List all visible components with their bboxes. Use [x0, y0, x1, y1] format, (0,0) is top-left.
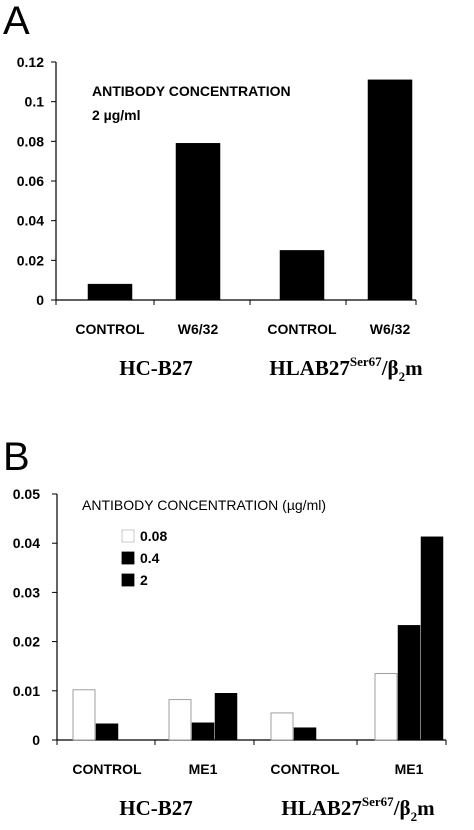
bar-series-0_08-cat-1 — [168, 699, 192, 741]
category-label: W6/32 — [178, 321, 219, 337]
group-label: HLAB27Ser67/β2m — [281, 794, 435, 824]
group-label: HC-B27 — [119, 356, 193, 380]
panel-a-annotation-line1: ANTIBODY CONCENTRATION — [92, 83, 291, 99]
y-tick-label: 0.04 — [13, 535, 40, 551]
legend-swatch — [121, 573, 135, 587]
bar-series-0_4-cat-2 — [293, 727, 317, 741]
panel-b-plot-area: 0 0.01 0.02 0.03 0.04 0.05 CONTROL ME1 CONTROL ME… — [13, 486, 447, 824]
legend-swatch — [121, 529, 135, 543]
legend-label: 0.08 — [140, 528, 167, 544]
bar-series-0_08-cat-0 — [72, 689, 96, 741]
category-label: W6/32 — [370, 321, 411, 337]
bar-cat-1 — [175, 143, 221, 301]
category-label: ME1 — [189, 761, 218, 777]
category-label: CONTROL — [270, 761, 340, 777]
bar-series-0_4-cat-1 — [191, 722, 215, 741]
category-label: CONTROL — [267, 321, 337, 337]
legend-label: 2 — [140, 572, 148, 588]
legend-swatch — [121, 551, 135, 565]
panel-b-legend-title: ANTIBODY CONCENTRATION (µg/ml) — [82, 497, 326, 513]
y-tick-label: 0.06 — [17, 173, 44, 189]
panel-a: A ANTIBODY CONCENTRATION 2 µg/ml 0 0.02 0.… — [3, 0, 423, 384]
y-tick-label: 0 — [36, 292, 44, 308]
category-label: CONTROL — [72, 761, 142, 777]
legend-label: 0.4 — [140, 550, 160, 566]
bar-series-0_08-cat-2 — [270, 712, 294, 741]
y-tick-label: 0.12 — [17, 54, 44, 70]
y-tick-label: 0.02 — [13, 634, 40, 650]
y-tick-label: 0.01 — [13, 683, 40, 699]
panel-a-annotation-line2: 2 µg/ml — [92, 107, 141, 123]
panel-a-letter: A — [3, 0, 30, 43]
category-label: ME1 — [395, 761, 424, 777]
y-tick-label: 0.05 — [13, 486, 40, 502]
panel-b-letter: B — [3, 435, 30, 479]
bar-series-0_08-cat-3 — [374, 673, 398, 741]
y-tick-label: 0.08 — [17, 133, 44, 149]
panel-a-plot-area: 0 0.02 0.04 0.06 0.08 0.1 0.12 CONTROL W6/32 CONT… — [17, 54, 423, 384]
bar-series-2-cat-3 — [420, 536, 444, 741]
bar-series-0_4-cat-3 — [397, 625, 421, 741]
category-label: CONTROL — [75, 321, 145, 337]
y-tick-label: 0.04 — [17, 213, 44, 229]
y-tick-label: 0 — [32, 732, 40, 748]
y-tick-label: 0.02 — [17, 252, 44, 268]
bar-cat-3 — [367, 79, 413, 301]
bar-cat-2 — [279, 250, 325, 301]
y-tick-label: 0.1 — [25, 94, 45, 110]
group-label: HLAB27Ser67/β2m — [269, 354, 423, 384]
panel-b: B ANTIBODY CONCENTRATION (µg/ml) 0.08 0.4… — [3, 435, 447, 824]
group-label: HC-B27 — [119, 796, 193, 820]
bar-series-2-cat-1 — [214, 693, 238, 741]
bar-cat-0 — [87, 283, 133, 301]
panel-b-legend: 0.08 0.4 2 — [121, 528, 167, 588]
bar-series-0_4-cat-0 — [95, 723, 119, 741]
y-tick-label: 0.03 — [13, 584, 40, 600]
